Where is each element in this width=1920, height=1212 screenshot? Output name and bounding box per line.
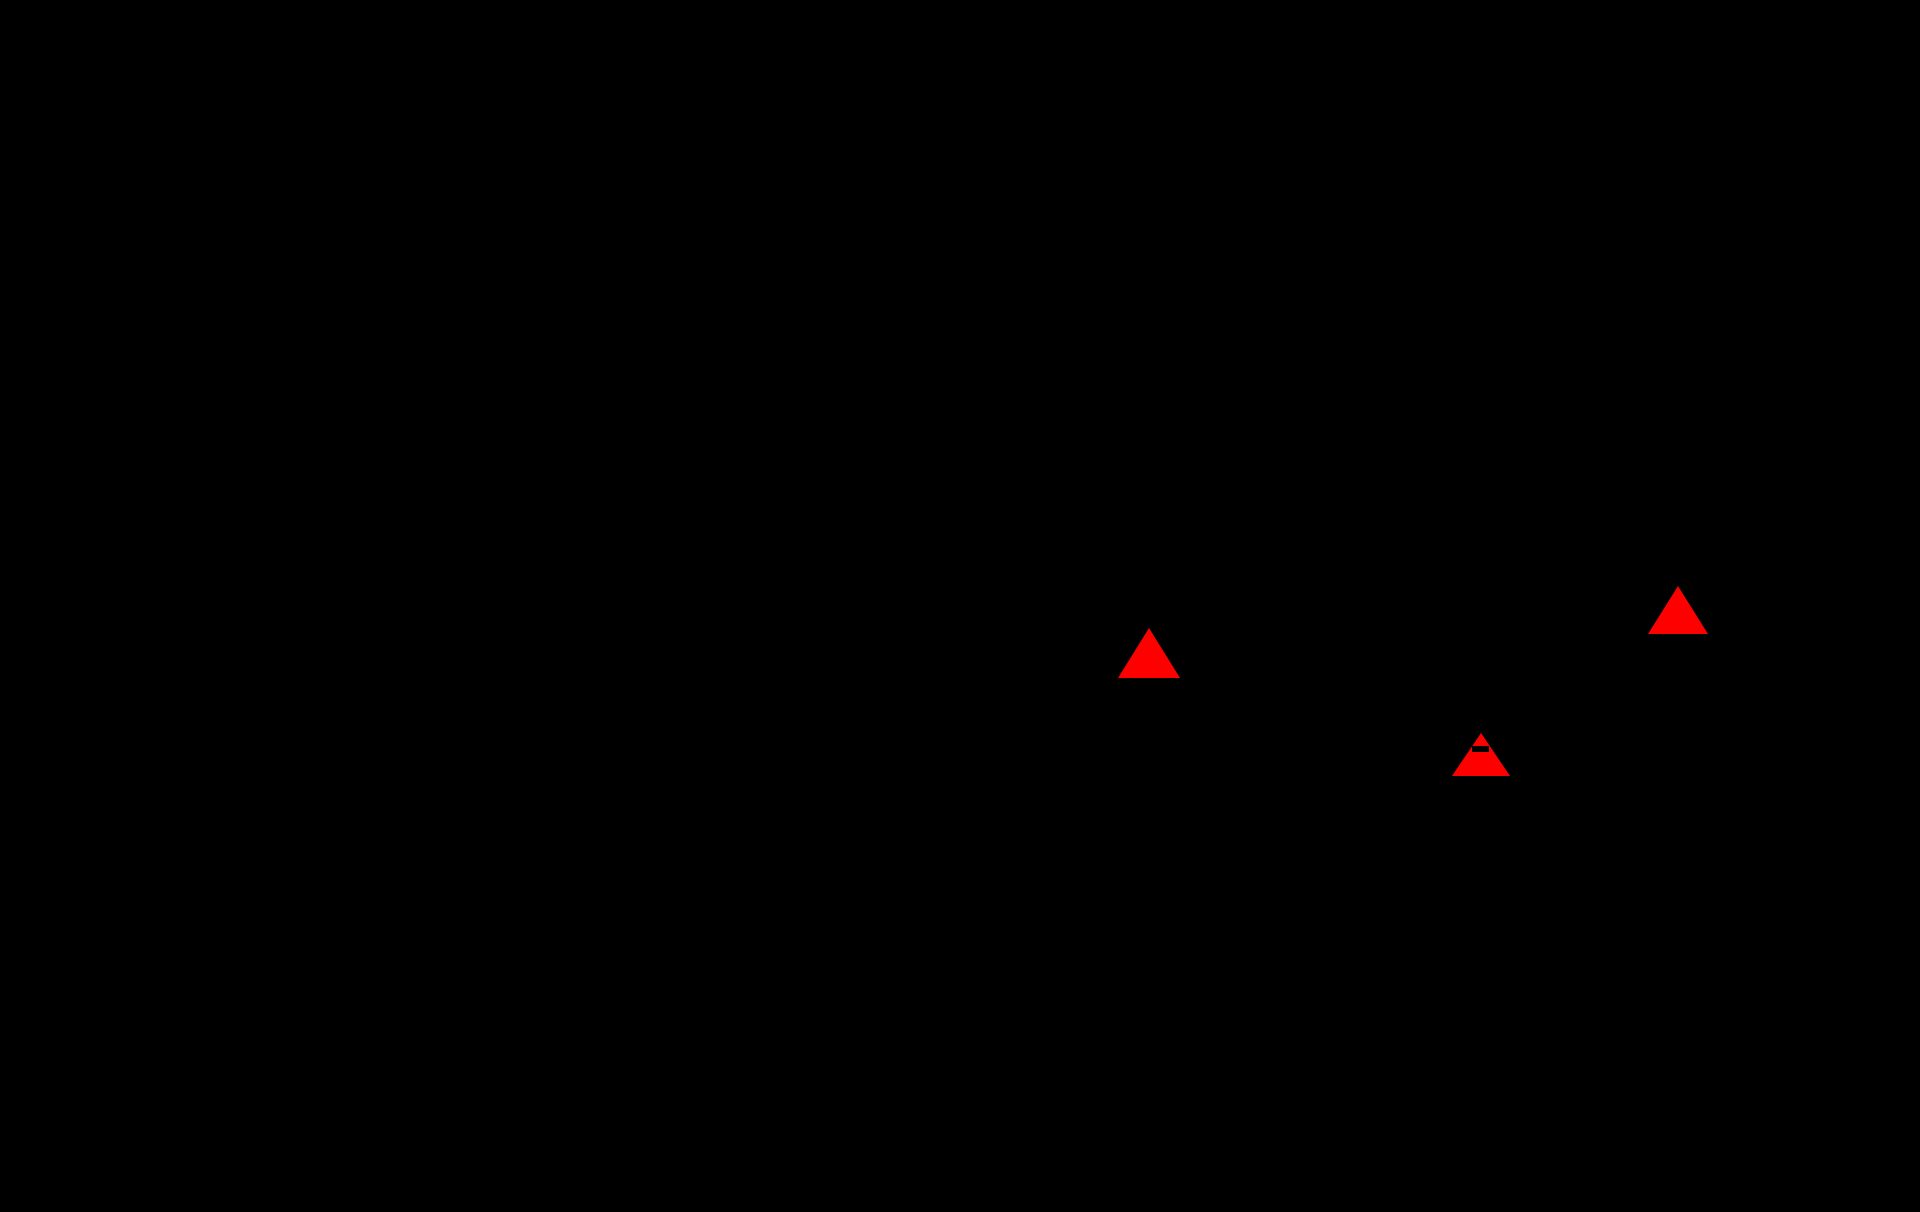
triangle-marker-1[interactable]: Triangle 1 xyxy=(1118,628,1180,678)
triangle-marker-3[interactable]: Triangle 3 xyxy=(1648,586,1708,634)
triangle-up-icon xyxy=(1118,628,1180,678)
triangle-marker-2[interactable]: Triangle 2 xyxy=(1452,733,1510,776)
minus-dash-icon xyxy=(1472,746,1489,752)
triangle-up-icon xyxy=(1648,586,1708,634)
triangle-up-icon xyxy=(1452,733,1510,776)
